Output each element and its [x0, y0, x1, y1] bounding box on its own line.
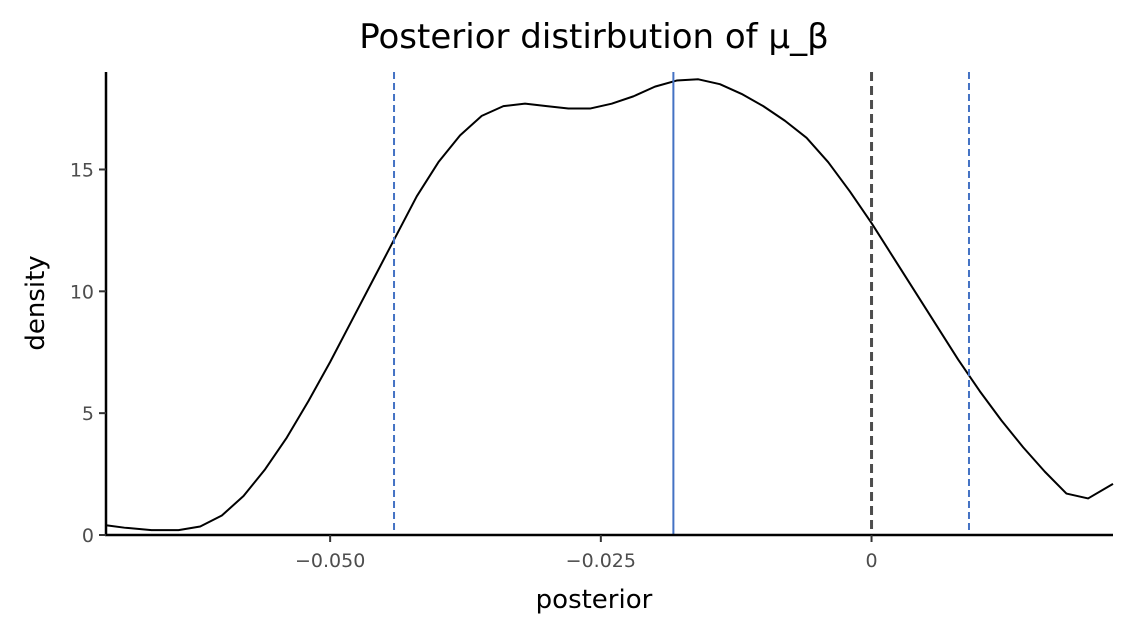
x-tick-label-0: −0.050 — [295, 550, 365, 572]
x-tick-label-1: −0.025 — [566, 550, 636, 572]
y-tick-label-1: 5 — [82, 403, 94, 425]
y-axis-title: density — [21, 255, 51, 350]
plot-area: −0.050 −0.025 0 0 5 10 15 — [70, 72, 1114, 572]
y-tick-label-2: 10 — [70, 281, 94, 303]
x-axis-title: posterior — [536, 585, 653, 615]
chart-title: Posterior distirbution of μ_β — [359, 17, 829, 57]
x-tick-label-2: 0 — [865, 550, 877, 572]
y-tick-label-3: 15 — [70, 159, 94, 181]
y-tick-label-0: 0 — [82, 525, 94, 547]
density-curve-0 — [105, 78, 1114, 532]
